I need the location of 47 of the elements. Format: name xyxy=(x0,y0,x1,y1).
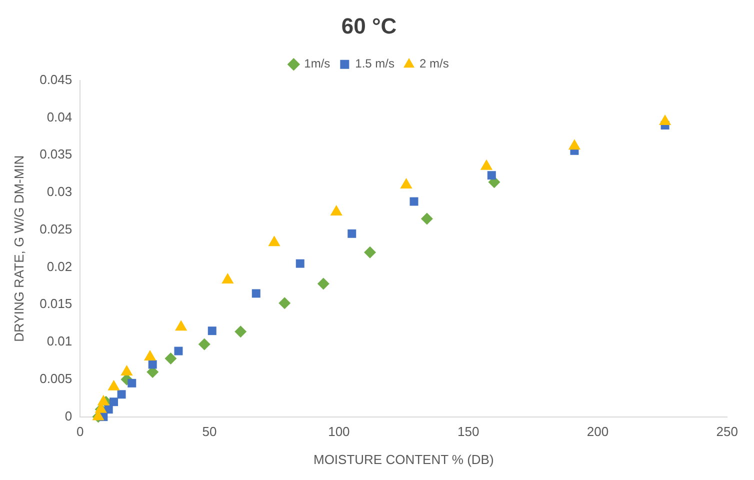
y-axis-title: DRYING RATE, G W/G DM-MIN xyxy=(11,155,26,342)
y-tick-label: 0.03 xyxy=(46,184,72,200)
x-tick-label: 0 xyxy=(76,424,84,440)
legend-label: 2 m/s xyxy=(420,56,449,71)
point xyxy=(234,326,247,338)
legend-label: 1.5 m/s xyxy=(355,56,395,71)
point xyxy=(222,273,234,284)
point xyxy=(330,204,342,216)
point xyxy=(174,346,183,356)
point xyxy=(364,246,376,258)
point xyxy=(110,398,118,406)
point xyxy=(252,289,260,298)
y-tick-label: 0 xyxy=(64,408,72,424)
x-axis-title: MOISTURE CONTENT % (DB) xyxy=(313,452,494,467)
point xyxy=(164,352,177,364)
x-tick-label: 200 xyxy=(586,424,609,440)
chart-title: 60 °C xyxy=(341,13,397,38)
y-tick-label: 0.015 xyxy=(40,296,72,312)
y-tick-label: 0.04 xyxy=(46,109,72,124)
y-tick-label: 0.02 xyxy=(46,258,72,274)
point xyxy=(296,259,304,268)
point xyxy=(268,236,280,246)
y-tick-label: 0.025 xyxy=(40,221,72,236)
point xyxy=(208,326,216,336)
point xyxy=(400,178,412,189)
x-tick-label: 150 xyxy=(457,424,480,440)
point xyxy=(317,278,330,290)
point xyxy=(148,360,157,369)
point xyxy=(198,338,210,350)
y-tick-label: 0.035 xyxy=(40,146,72,162)
x-tick-label: 250 xyxy=(716,424,738,440)
point xyxy=(568,139,581,150)
point xyxy=(175,320,188,331)
x-tick-label: 50 xyxy=(202,424,217,440)
point xyxy=(278,297,291,310)
point xyxy=(487,171,496,180)
point xyxy=(128,378,136,388)
point xyxy=(420,212,433,225)
point xyxy=(117,390,126,399)
point xyxy=(480,159,493,170)
point xyxy=(658,114,672,126)
point xyxy=(348,229,356,238)
x-tick-label: 100 xyxy=(328,424,350,440)
legend-label: 1m/s xyxy=(304,56,330,71)
y-tick-label: 0.01 xyxy=(46,334,72,349)
y-tick-label: 0.045 xyxy=(40,72,72,87)
y-tick-label: 0.005 xyxy=(40,371,72,386)
